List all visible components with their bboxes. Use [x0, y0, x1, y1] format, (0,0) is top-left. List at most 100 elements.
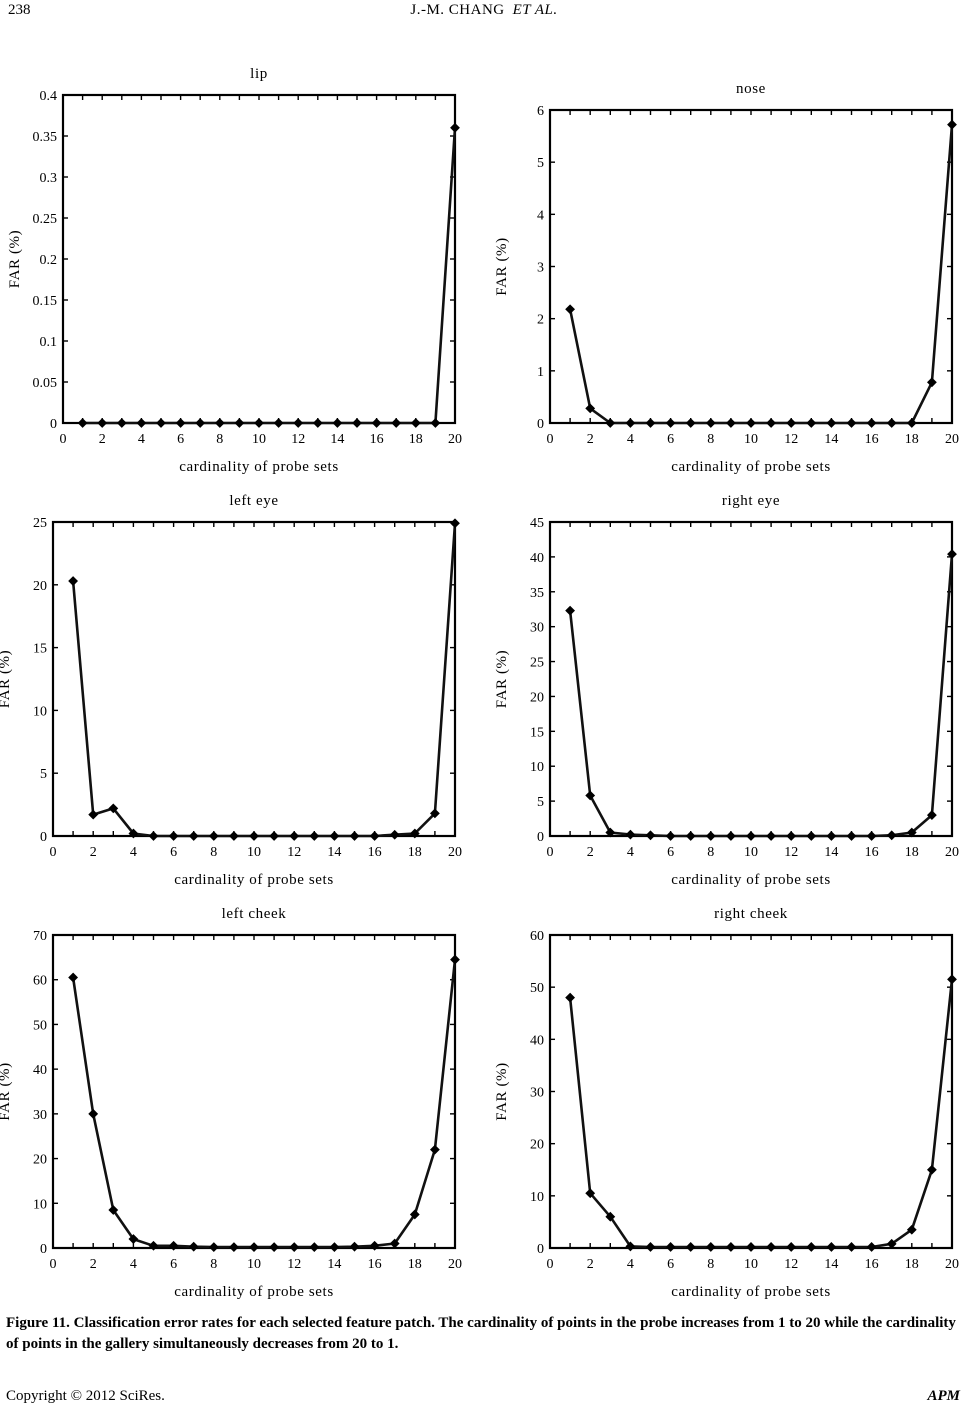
data-point — [786, 831, 797, 841]
x-tick-label: 0 — [547, 845, 554, 860]
data-point — [249, 831, 259, 841]
x-tick-label: 20 — [448, 845, 462, 860]
y-axis-label: FAR (%) — [494, 237, 510, 296]
x-tick-label: 16 — [368, 845, 382, 860]
x-tick-label: 4 — [130, 845, 137, 860]
data-point — [369, 1240, 380, 1251]
x-tick-label: 16 — [865, 1257, 879, 1272]
y-tick-label: 20 — [33, 579, 47, 594]
data-point — [886, 1238, 897, 1249]
data-point — [826, 831, 837, 841]
x-tick-label: 6 — [667, 845, 674, 860]
data-point — [826, 418, 837, 428]
y-tick-label: 60 — [530, 929, 544, 944]
data-point — [725, 831, 736, 841]
y-tick-label: 50 — [33, 1018, 47, 1033]
x-axis-label: cardinality of probe sets — [174, 872, 334, 888]
x-tick-label: 18 — [408, 845, 422, 860]
chart-nose: 0 2 4 6 8 10 12 14 16 18 200123456nosecardinality … — [494, 81, 959, 475]
data-point — [866, 1242, 877, 1252]
x-tick-label: 18 — [409, 432, 423, 447]
x-tick-label: 12 — [784, 1257, 798, 1272]
figure-panels: 0 2 4 6 8 10 12 14 16 18 20 0 0.05 0.1 0.15 0.2 0.25 0.3 0… — [0, 66, 959, 1300]
x-tick-label: 18 — [905, 1257, 919, 1272]
x-tick-label: 20 — [945, 432, 959, 447]
data-point — [665, 831, 676, 841]
y-axis-label: FAR (%) — [0, 1062, 13, 1121]
x-tick-label: 2 — [90, 845, 97, 860]
data-point — [329, 1242, 340, 1253]
x-tick-label: 16 — [865, 432, 879, 447]
x-tick-label: 14 — [824, 845, 838, 860]
y-tick-label: 0.2 — [40, 253, 58, 268]
data-point — [391, 418, 402, 428]
data-point — [565, 304, 576, 315]
data-point — [410, 418, 421, 428]
data-point — [605, 1211, 616, 1222]
data-point — [309, 831, 320, 841]
data-point — [168, 1240, 179, 1251]
chart-right-eye: 0 2 4 6 8 10 12 14 16 18 20 0 5 10 15 20 25 30 35 40 45 right… — [494, 493, 959, 888]
x-tick-label: 2 — [587, 1257, 594, 1272]
y-tick-label: 5 — [537, 156, 544, 171]
y-tick-label: 0 — [40, 1242, 47, 1257]
x-tick-label: 12 — [287, 1257, 301, 1272]
y-tick-label: 0 — [537, 1242, 544, 1257]
y-tick-label: 0 — [537, 417, 544, 432]
data-point — [108, 1205, 119, 1215]
x-tick-label: 6 — [177, 432, 184, 447]
x-tick-label: 6 — [170, 845, 177, 860]
data-point — [389, 1238, 400, 1249]
x-tick-label: 0 — [50, 845, 57, 860]
data-point — [429, 808, 440, 819]
y-tick-label: 5 — [537, 795, 544, 810]
data-point — [766, 1242, 777, 1252]
data-point — [332, 418, 343, 428]
y-axis-label: FAR (%) — [494, 650, 510, 709]
chart-title: left cheek — [222, 906, 287, 922]
data-point — [371, 418, 382, 428]
y-tick-label: 0.35 — [33, 130, 58, 145]
data-point — [188, 831, 199, 841]
data-point — [349, 1241, 360, 1252]
data-point — [148, 831, 159, 841]
data-point — [450, 122, 460, 133]
data-point — [947, 119, 957, 130]
y-tick-label: 4 — [537, 208, 544, 223]
data-point — [605, 827, 616, 838]
data-point — [88, 809, 99, 820]
data-point — [806, 1242, 817, 1252]
data-point — [906, 1224, 917, 1235]
data-point — [846, 418, 857, 428]
data-point — [450, 954, 460, 965]
y-tick-label: 10 — [33, 1197, 47, 1212]
data-point — [786, 1242, 797, 1252]
y-tick-label: 6 — [537, 104, 544, 119]
data-point — [309, 1242, 320, 1253]
data-point — [349, 831, 360, 841]
x-tick-label: 18 — [905, 845, 919, 860]
data-point — [947, 549, 957, 560]
data-point — [665, 418, 676, 428]
x-tick-label: 6 — [667, 1257, 674, 1272]
data-point — [68, 972, 79, 983]
y-tick-label: 0.15 — [33, 294, 58, 309]
x-tick-label: 20 — [448, 1257, 462, 1272]
x-tick-label: 18 — [408, 1257, 422, 1272]
data-point — [128, 1234, 139, 1244]
data-point — [168, 831, 179, 841]
data-point — [289, 831, 300, 841]
data-point — [625, 1241, 636, 1252]
y-tick-label: 10 — [530, 1190, 544, 1205]
data-point — [409, 1209, 420, 1220]
x-tick-label: 0 — [60, 432, 67, 447]
y-tick-label: 0.25 — [33, 212, 58, 227]
data-point — [208, 1242, 219, 1253]
x-tick-label: 14 — [327, 845, 341, 860]
y-axis-label: FAR (%) — [494, 1062, 510, 1121]
chart-title: right cheek — [714, 906, 788, 922]
x-tick-label: 12 — [291, 432, 305, 447]
x-tick-label: 8 — [210, 1257, 217, 1272]
data-point — [293, 418, 304, 428]
data-point — [685, 1242, 696, 1252]
